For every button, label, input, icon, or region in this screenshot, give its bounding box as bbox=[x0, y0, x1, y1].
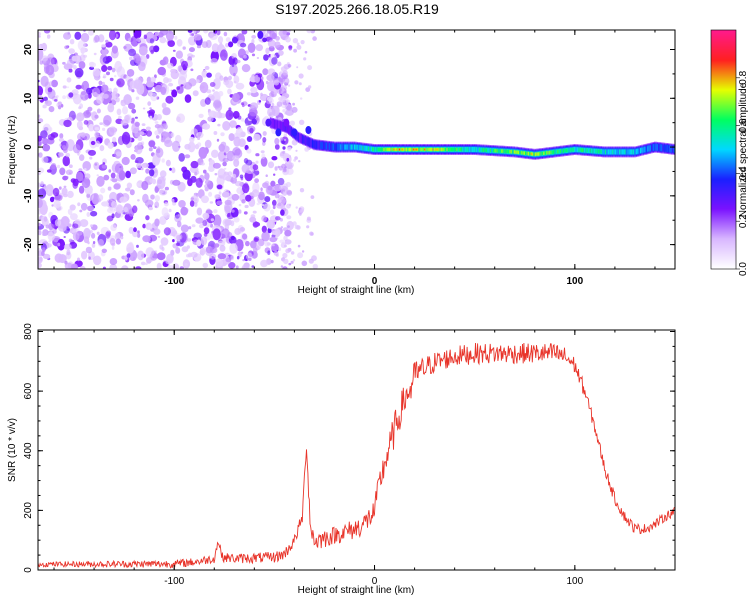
spectrogram-frame bbox=[37, 29, 676, 270]
colorbar-frame bbox=[710, 29, 737, 270]
colorbar: 0.0 0.2 0.4 0.6 0.8 Normalized spectral ampl… bbox=[710, 29, 749, 276]
snr-ticks: -100 0 100 0 200 400 600 800 bbox=[23, 323, 675, 587]
snr-x-tick: 100 bbox=[566, 576, 583, 587]
spectrogram-x-tick: -100 bbox=[164, 276, 184, 287]
colorbar-tick-label: 0.2 bbox=[738, 214, 749, 228]
spectrogram-y-tick: 10 bbox=[23, 92, 34, 104]
colorbar-tick-label: 0.8 bbox=[738, 70, 749, 84]
colorbar-label: Normalized spectral amplitude bbox=[738, 82, 749, 217]
signal-track-layer bbox=[171, 30, 675, 160]
colorbar-ticks: 0.0 0.2 0.4 0.6 0.8 bbox=[736, 70, 749, 276]
spectrogram-y-label: Frequency (Hz) bbox=[7, 116, 18, 185]
snr-series-line bbox=[38, 342, 675, 569]
snr-x-label: Height of straight line (km) bbox=[298, 585, 415, 596]
snr-y-tick: 800 bbox=[23, 323, 34, 340]
spectrogram-x-tick: 0 bbox=[372, 276, 378, 287]
snr-x-tick: -100 bbox=[164, 576, 184, 587]
colorbar-gradient bbox=[711, 30, 736, 270]
chart-title: S197.2025.266.18.05.R19 bbox=[275, 1, 439, 17]
snr-y-tick: 200 bbox=[23, 502, 34, 519]
colorbar-tick-label: 0.0 bbox=[738, 262, 749, 276]
spectrogram-y-tick: -10 bbox=[23, 188, 34, 203]
snr-panel: -100 0 100 0 200 400 600 800 Height of straight… bbox=[7, 323, 676, 596]
spectrogram-x-tick: 100 bbox=[566, 276, 583, 287]
colorbar-tick-label: 0.4 bbox=[738, 166, 749, 180]
snr-y-tick: 400 bbox=[23, 442, 34, 459]
spectrogram-y-tick: 20 bbox=[23, 44, 34, 56]
snr-x-tick: 0 bbox=[372, 576, 378, 587]
noise-speckle-layer bbox=[38, 30, 318, 269]
snr-y-tick: 0 bbox=[23, 567, 34, 573]
spectrogram-y-tick: -20 bbox=[23, 237, 34, 252]
spectrogram-x-label: Height of straight line (km) bbox=[298, 285, 415, 296]
snr-y-label: SNR (10 * v/v) bbox=[7, 418, 18, 482]
snr-y-tick: 600 bbox=[23, 382, 34, 399]
colorbar-tick-label: 0.6 bbox=[738, 118, 749, 132]
snr-frame bbox=[37, 329, 676, 571]
spectrogram-y-tick: 0 bbox=[23, 144, 34, 150]
